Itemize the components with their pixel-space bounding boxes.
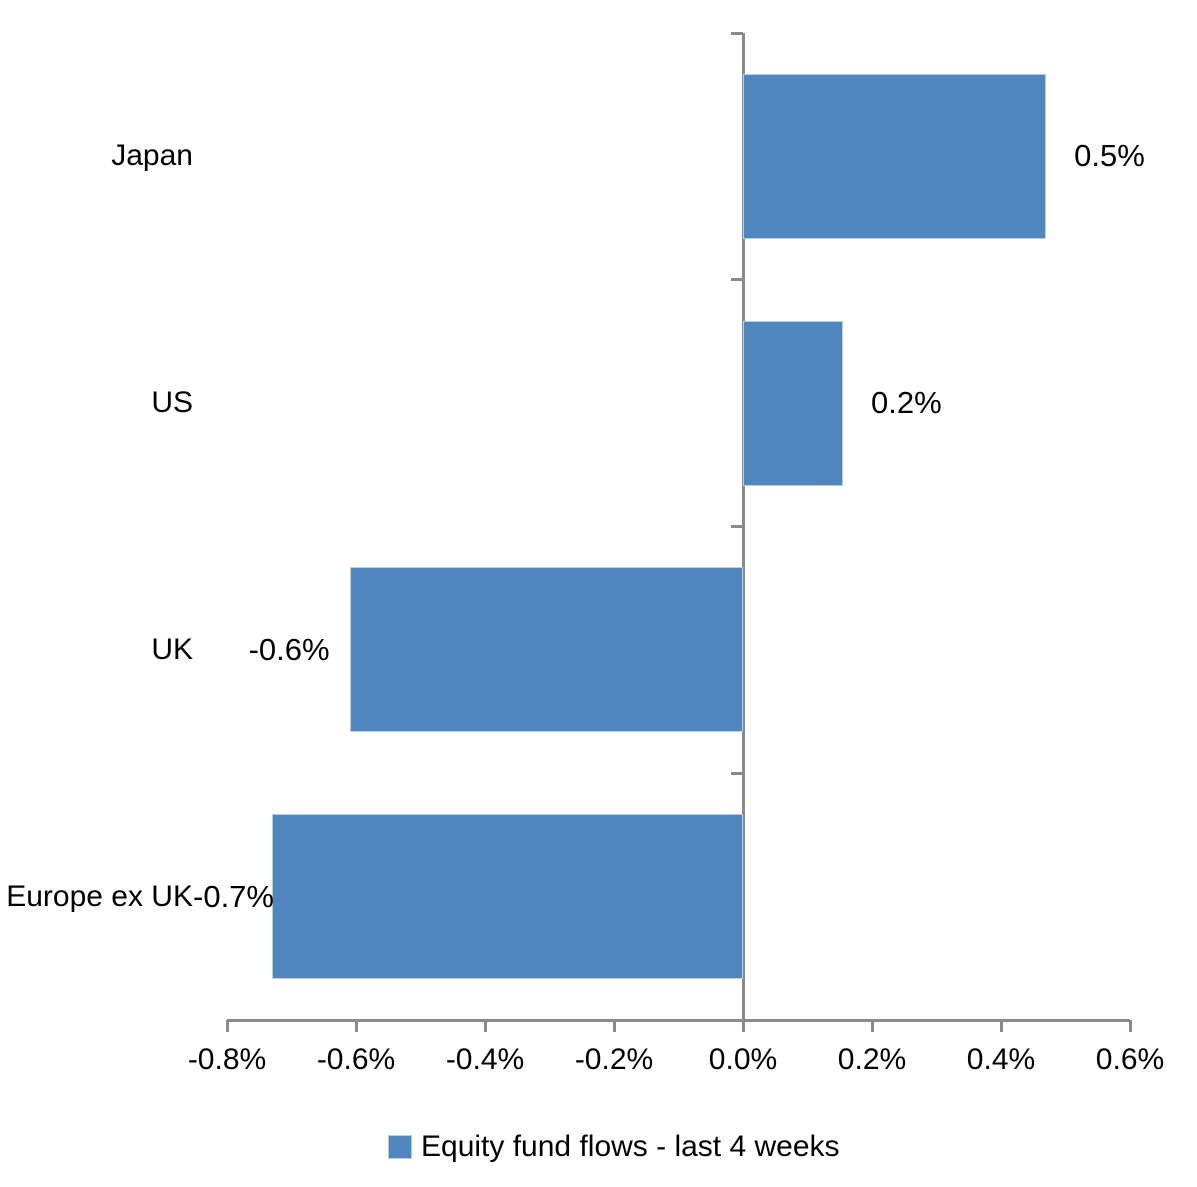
x-axis-tick-label: -0.6% — [316, 1043, 396, 1076]
legend: Equity fund flows - last 4 weeks — [388, 1129, 840, 1165]
x-axis-tick-label: -0.8% — [187, 1043, 267, 1076]
y-axis-tick — [731, 1018, 743, 1022]
y-axis-line — [741, 33, 745, 1030]
data-label-europe-ex-uk: -0.7% — [193, 878, 274, 914]
x-axis-tick-label: 0.0% — [708, 1043, 778, 1076]
y-axis-tick — [731, 278, 743, 282]
x-axis-tick-label: -0.2% — [574, 1043, 654, 1076]
data-label-uk: -0.6% — [248, 631, 330, 667]
x-axis-tick — [612, 1020, 616, 1032]
legend-swatch — [388, 1135, 412, 1159]
category-label-japan: Japan — [111, 139, 193, 173]
x-axis-tick — [225, 1020, 229, 1032]
legend-label: Equity fund flows - last 4 weeks — [421, 1130, 840, 1163]
x-axis-tick — [1128, 1020, 1132, 1032]
x-axis-tick-label: -0.4% — [445, 1043, 525, 1076]
x-axis-tick-label: 0.6% — [1095, 1043, 1165, 1076]
category-label-us: US — [151, 386, 193, 420]
y-axis-tick — [731, 525, 743, 528]
x-axis-tick — [870, 1020, 874, 1032]
bar-us — [743, 320, 843, 486]
x-axis-tick-label: 0.2% — [837, 1043, 907, 1076]
x-axis-tick — [483, 1020, 487, 1032]
x-axis-tick-label: 0.4% — [966, 1043, 1036, 1076]
x-axis-line — [227, 1018, 1130, 1022]
x-axis-tick — [354, 1020, 358, 1032]
data-label-japan: 0.5% — [1074, 138, 1145, 174]
x-axis-tick — [741, 1020, 745, 1032]
x-axis-tick — [999, 1020, 1003, 1032]
data-label-us: 0.2% — [870, 385, 942, 421]
y-axis-tick — [731, 771, 743, 775]
bar-europe-ex-uk — [272, 814, 743, 980]
y-axis-tick — [731, 31, 743, 35]
category-label-uk: UK — [151, 632, 193, 666]
bar-uk — [349, 567, 743, 733]
category-label-europe-ex-uk: Europe ex UK — [6, 879, 193, 913]
bar-japan — [743, 73, 1047, 239]
